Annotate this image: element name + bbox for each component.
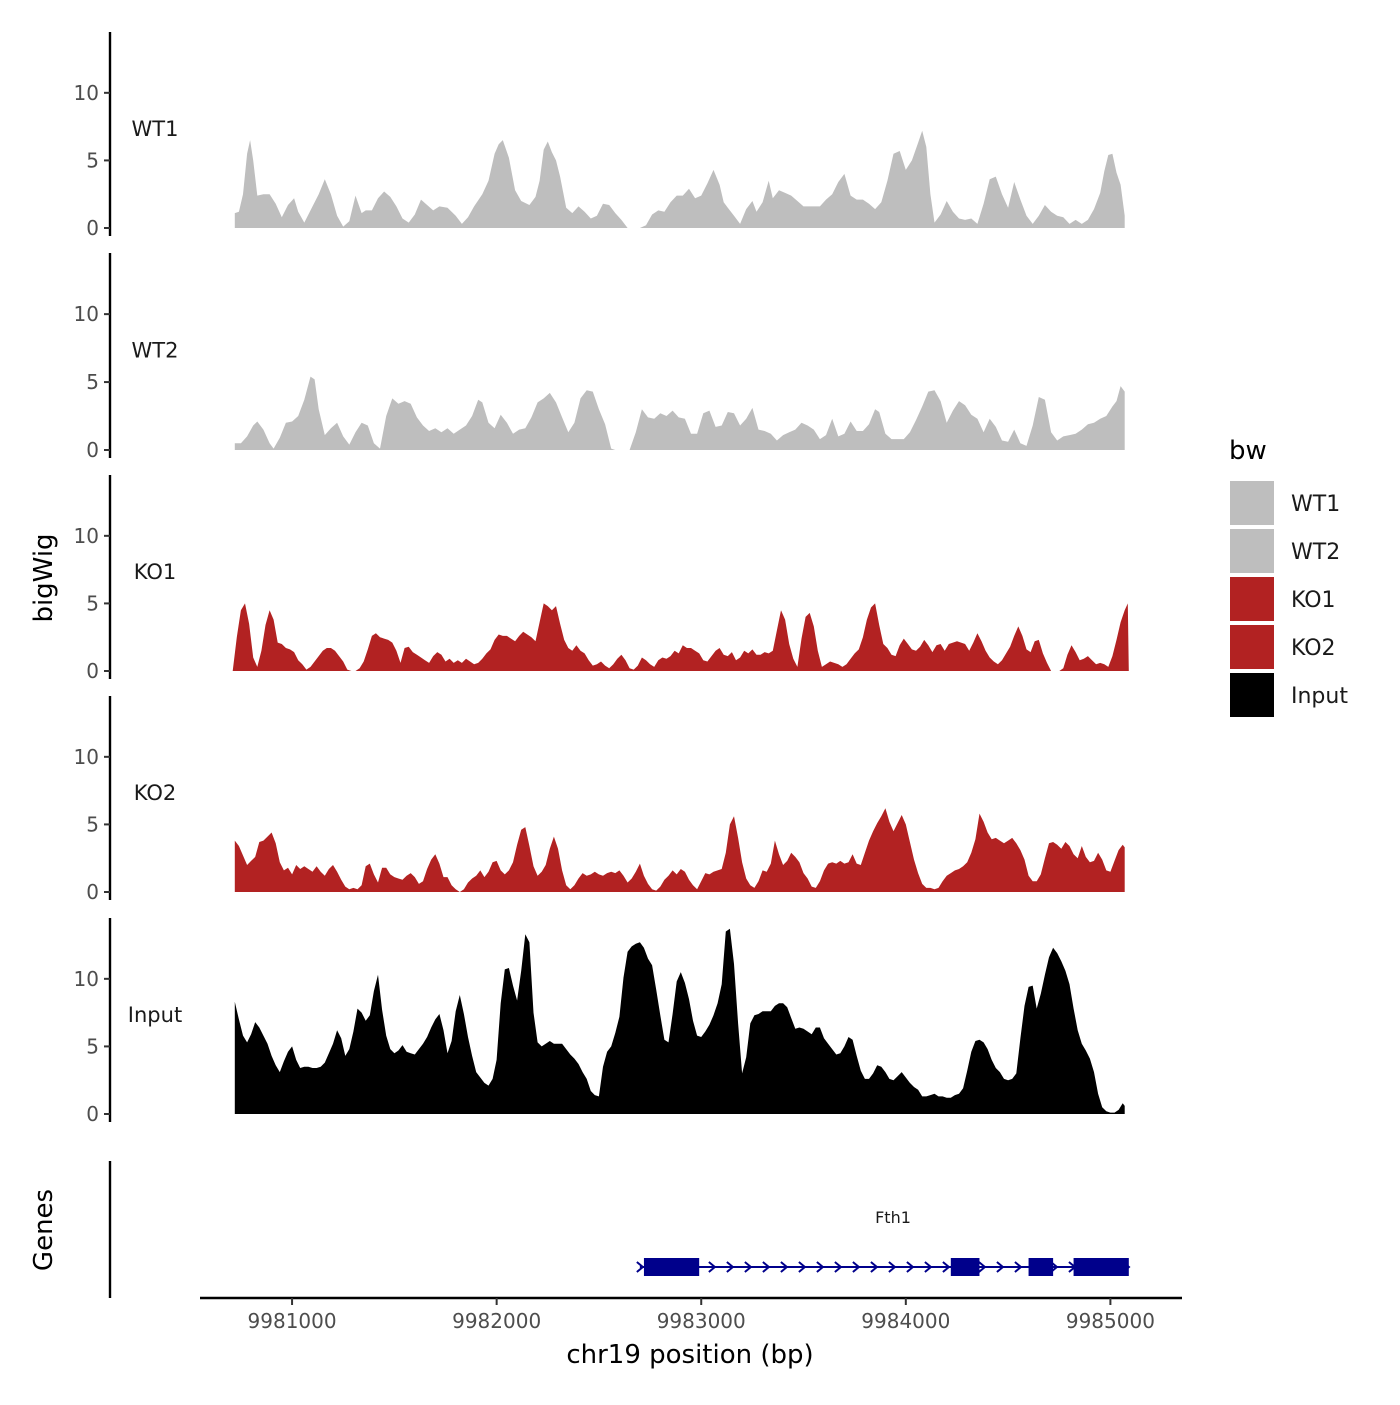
track-ko1: 0 5 10 KO1 [74,475,1129,683]
gene-strand-arrow [762,1261,771,1273]
area-ko2 [234,808,1125,892]
y-tick-label: 5 [86,148,99,172]
gene-strand-arrow [978,1261,987,1273]
y-axis-title: bigWig [29,533,59,622]
x-axis: 9981000 9982000 9983000 9984000 9985000 [200,1296,1182,1333]
track-wt2: 0 5 10 WT2 [74,253,1125,462]
gene-strand-arrow [780,1261,789,1273]
x-tick-label: 9983000 [657,1309,746,1333]
x-tick-label: 9985000 [1066,1309,1155,1333]
area-input [234,928,1125,1114]
y-tick-label: 0 [86,659,99,683]
gene-strand-arrow [744,1261,753,1273]
tracks-layer: 0 5 10 WT1 0 5 10 WT2 0 5 10 KO1 0 5 10 KO2 0 5 10 Input [74,32,1129,1126]
y-tick-label: 0 [86,880,99,904]
y-tick-label: 10 [74,745,99,769]
genes-layer: Fth1 [108,1161,1131,1298]
legend-key-wt2 [1228,527,1276,575]
gene-strand-arrow [888,1261,897,1273]
track-wt1: 0 5 10 WT1 [74,32,1125,240]
y-tick-label: 10 [74,967,99,991]
gene-strand-arrow [816,1261,825,1273]
track-ko2: 0 5 10 KO2 [74,696,1125,904]
x-axis-title: chr19 position (bp) [566,1340,813,1370]
gene-strand-arrow [726,1261,735,1273]
legend-key-input [1228,671,1276,719]
gene-strand-arrow [834,1261,843,1273]
track-label-input: Input [128,1003,182,1027]
area-wt2 [234,376,1125,450]
gene-strand-arrow [636,1261,645,1273]
gene-strand-arrow [798,1261,807,1273]
y-tick-label: 10 [74,524,99,548]
gene-exon [1028,1258,1054,1276]
legend-label-wt1: WT1 [1291,492,1340,517]
legend: bw WT1 WT2 KO1 KO2 Input [1228,436,1348,719]
y-tick-label: 5 [86,370,99,394]
y-tick-label: 0 [86,1102,99,1126]
legend-label-ko2: KO2 [1291,636,1336,661]
track-label-ko2: KO2 [134,781,177,805]
x-tick-label: 9982000 [452,1309,541,1333]
legend-label-input: Input [1291,684,1348,709]
track-label-ko1: KO1 [134,560,177,584]
gene-exon [950,1258,980,1276]
gene-strand-arrow [870,1261,879,1273]
gene-strand-arrow [942,1261,951,1273]
y-tick-label: 10 [74,81,99,105]
y-tick-label: 5 [86,591,99,615]
gene-strand-arrow [708,1261,717,1273]
x-tick-label: 9981000 [248,1309,337,1333]
track-label-wt1: WT1 [132,117,179,141]
genes-axis-title: Genes [29,1189,59,1271]
y-tick-label: 5 [86,812,99,836]
legend-key-ko2 [1228,623,1276,671]
gene-exon [643,1258,700,1276]
legend-label-ko1: KO1 [1291,588,1336,613]
gene-strand-arrow [1014,1261,1023,1273]
area-wt1 [234,130,1125,228]
y-tick-label: 0 [86,216,99,240]
gene-strand-arrow [996,1261,1005,1273]
y-tick-label: 5 [86,1034,99,1058]
track-label-wt2: WT2 [132,339,179,363]
legend-key-wt1 [1228,479,1276,527]
legend-key-ko1 [1228,575,1276,623]
area-ko1 [232,603,1129,671]
gene-strand-arrow [852,1261,861,1273]
gene-strand-arrow [924,1261,933,1273]
x-tick-label: 9984000 [861,1309,950,1333]
y-tick-label: 0 [86,438,99,462]
gene-label-fth1: Fth1 [875,1208,911,1227]
legend-label-wt2: WT2 [1291,540,1340,565]
track-input: 0 5 10 Input [74,918,1125,1126]
y-tick-label: 10 [74,302,99,326]
legend-title: bw [1229,436,1267,466]
gene-exon [1073,1258,1129,1276]
gene-strand-arrow [906,1261,915,1273]
